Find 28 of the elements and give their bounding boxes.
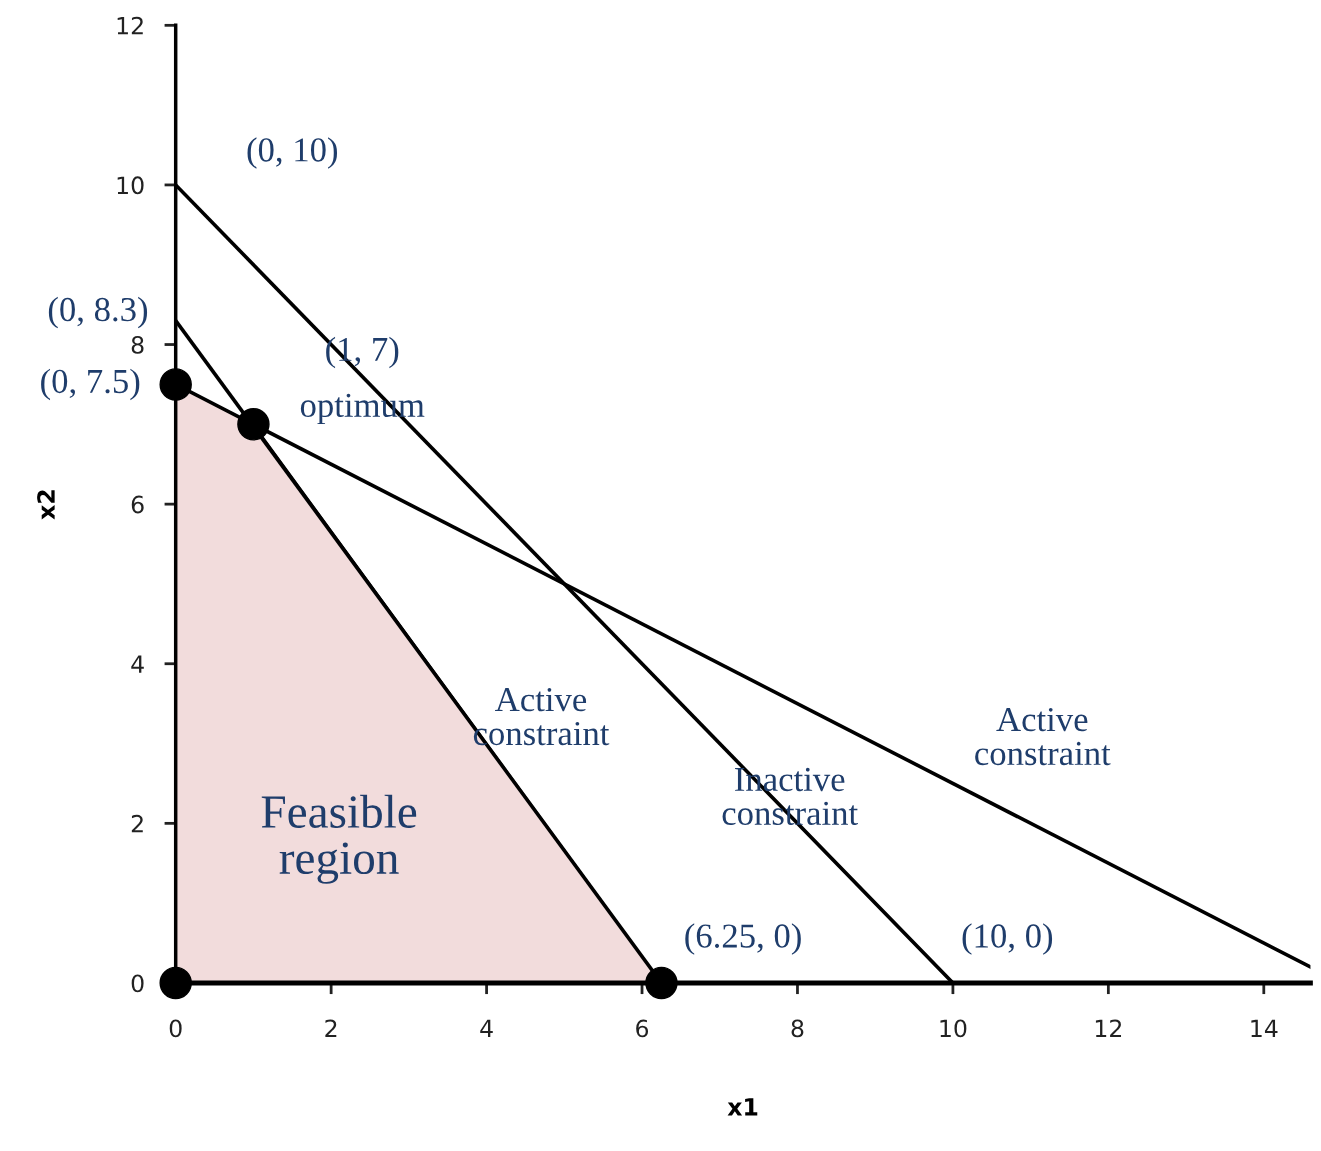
point [159, 368, 192, 401]
y-tick-label: 4 [131, 655, 144, 673]
x-tick-label: 6 [636, 1019, 649, 1038]
point [645, 966, 678, 1000]
annotation: (0, 8.3) [48, 296, 148, 329]
y-tick-label: 12 [117, 16, 143, 35]
x-tick-label: 8 [791, 1019, 804, 1038]
x-axis-title: x1 [727, 1098, 758, 1116]
x-tick-label: 2 [325, 1019, 337, 1038]
y-tick-label: 0 [131, 974, 144, 993]
x-tick-label: 4 [480, 1019, 493, 1038]
x-tick-label: 12 [1095, 1019, 1122, 1038]
annotation: Feasible region [261, 794, 417, 884]
y-tick-label: 8 [131, 335, 144, 354]
point [237, 408, 270, 441]
annotation: (0, 7.5) [41, 368, 140, 401]
annotation: (6.25, 0) [685, 923, 801, 955]
y-axis-title: x2 [37, 490, 55, 520]
y-tick-label: 10 [117, 176, 144, 195]
x-tick-label: 14 [1251, 1019, 1278, 1038]
point [159, 966, 192, 1000]
y-tick-label: 6 [131, 495, 144, 514]
x-tick-label: 0 [169, 1019, 182, 1038]
annotation: (10, 0) [962, 923, 1053, 955]
annotation: Active constraint [975, 707, 1111, 766]
x-tick-label: 10 [940, 1019, 967, 1038]
y-tick-label: 2 [131, 814, 143, 833]
annotation: (0, 10) [247, 137, 338, 169]
